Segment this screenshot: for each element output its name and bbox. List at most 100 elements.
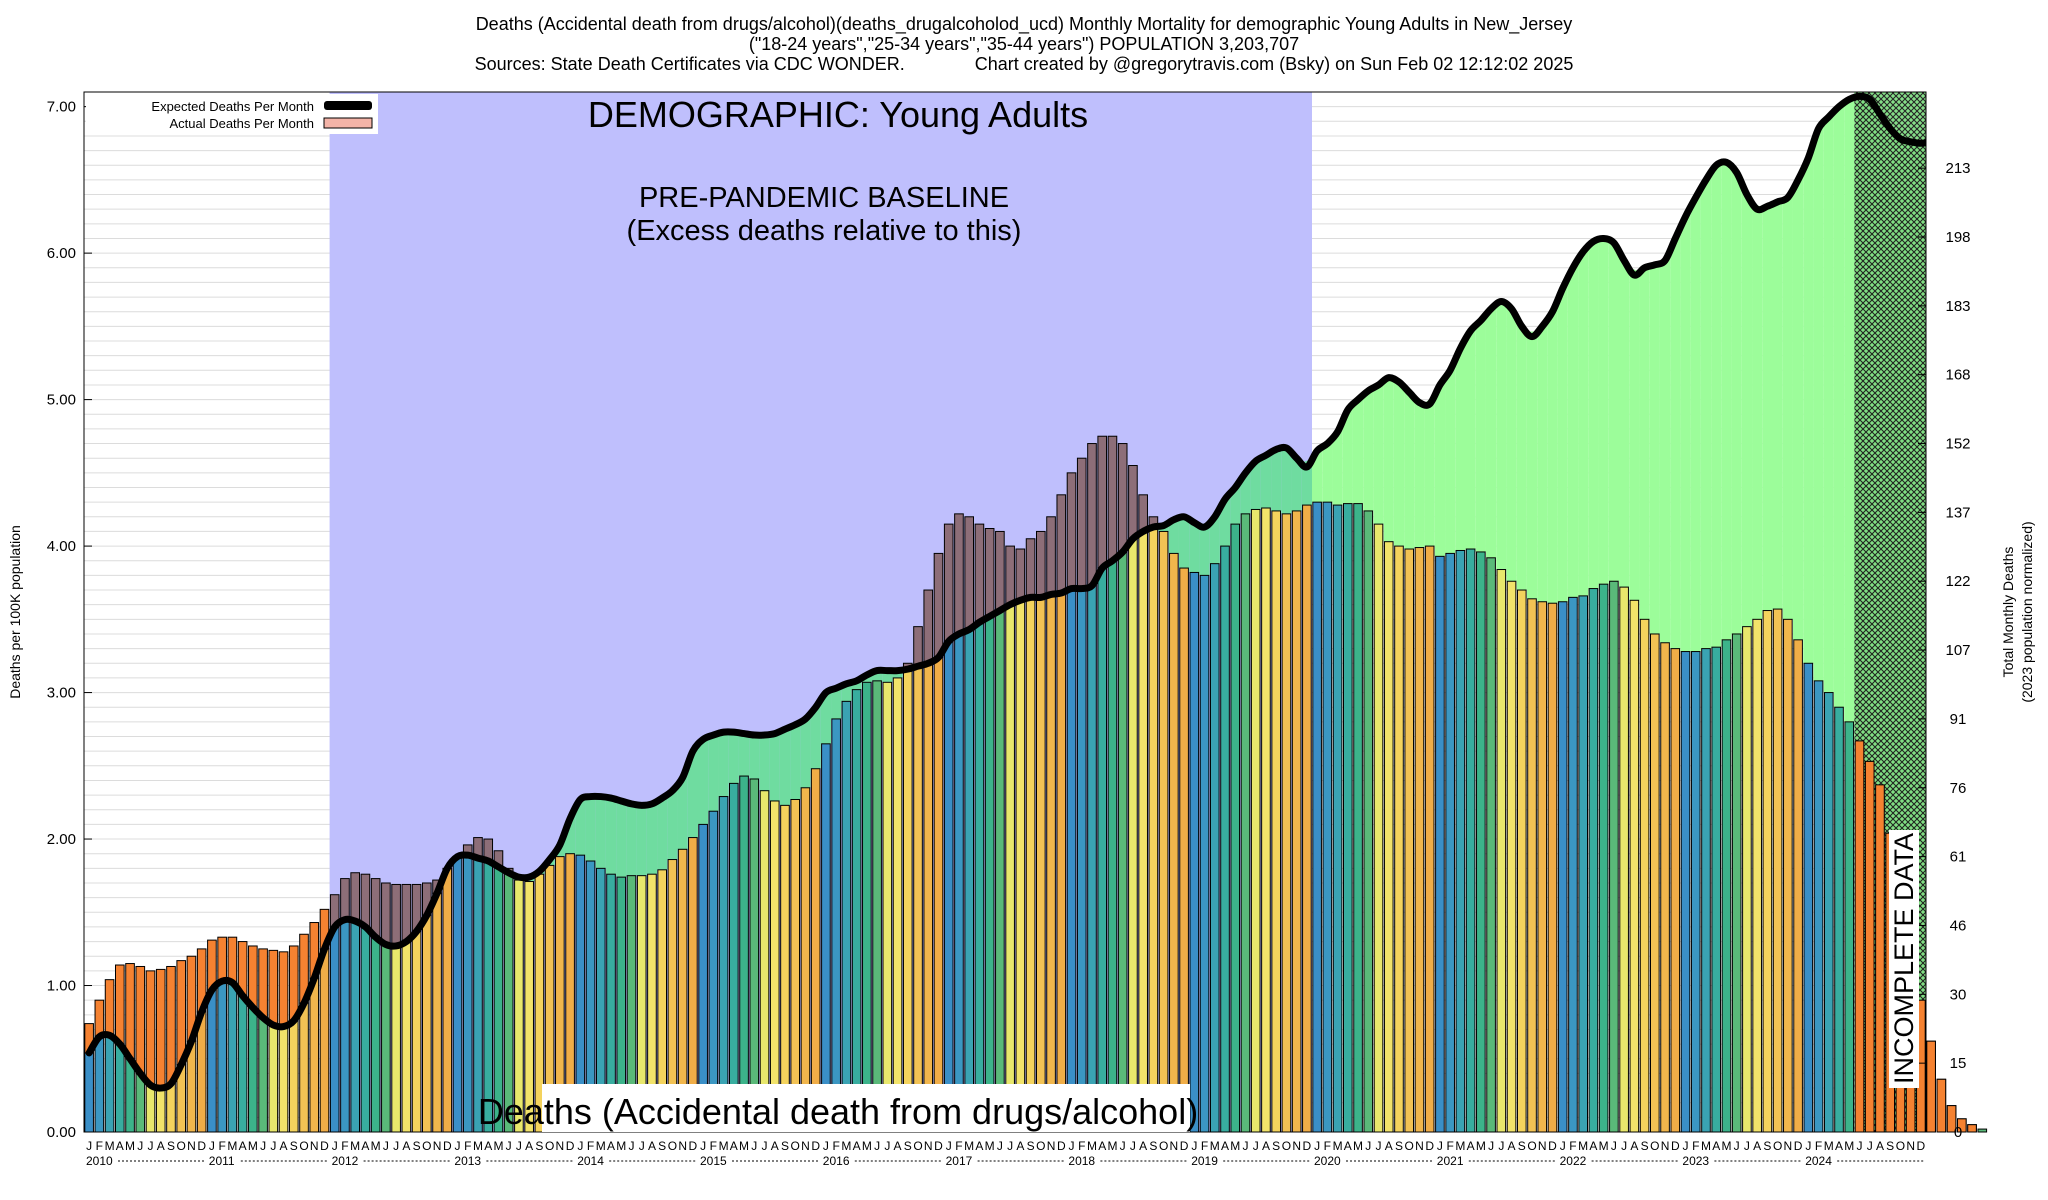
- actual-bar-excess: [943, 523, 954, 642]
- excess-area-segment: [1178, 518, 1190, 569]
- month-tick-label: S: [1395, 1139, 1403, 1153]
- excess-area-segment: [1833, 102, 1845, 708]
- actual-bar: [841, 700, 852, 1133]
- actual-bar: [892, 677, 903, 1133]
- excess-area-segment: [626, 802, 637, 876]
- year-label: 2012: [332, 1154, 359, 1168]
- bottom-label-box: [542, 1084, 1190, 1132]
- month-tick-label: S: [1886, 1139, 1894, 1153]
- year-label: 2013: [454, 1154, 481, 1168]
- actual-bar: [452, 856, 463, 1133]
- month-tick-label: A: [1385, 1139, 1393, 1153]
- month-tick-label: O: [1159, 1139, 1168, 1153]
- month-tick-label: J: [628, 1139, 634, 1153]
- actual-bar: [1598, 583, 1609, 1133]
- excess-area-segment: [1659, 249, 1671, 643]
- actual-bar: [810, 768, 821, 1133]
- month-tick-label: N: [678, 1139, 687, 1153]
- month-tick-label: M: [1824, 1139, 1834, 1153]
- actual-bar-excess: [1036, 530, 1046, 598]
- actual-bar-excess: [155, 968, 166, 1089]
- baseline-region: [329, 92, 1313, 1132]
- month-tick-label: J: [1242, 1139, 1248, 1153]
- excess-area-segment: [1199, 521, 1210, 576]
- month-tick-label: J: [1560, 1139, 1566, 1153]
- actual-bar: [1076, 588, 1087, 1133]
- actual-bar: [1261, 507, 1271, 1133]
- y-tick-label: 1.00: [47, 978, 76, 995]
- chart-title-line-3: Sources: State Death Certificates via CD…: [474, 54, 1574, 74]
- actual-bar-excess: [995, 530, 1005, 612]
- y-tick-label: 2.00: [47, 831, 76, 848]
- actual-bar-excess: [391, 883, 401, 947]
- month-tick-label: J: [1376, 1139, 1382, 1153]
- month-tick-label: F: [587, 1139, 594, 1153]
- month-tick-label: M: [1107, 1139, 1117, 1153]
- excess-area-segment: [1485, 305, 1497, 558]
- actual-bar: [381, 944, 391, 1133]
- actual-bar: [974, 621, 985, 1133]
- excess-area-segment: [738, 732, 750, 777]
- month-tick-label: S: [658, 1139, 666, 1153]
- month-tick-label: J: [393, 1139, 399, 1153]
- actual-bar: [391, 945, 401, 1133]
- month-tick-label: J: [762, 1139, 768, 1153]
- actual-bar: [1609, 580, 1619, 1133]
- actual-bar-excess: [125, 963, 135, 1060]
- month-tick-label: A: [116, 1139, 124, 1153]
- actual-bar: [1731, 633, 1742, 1133]
- month-tick-label: F: [1569, 1139, 1576, 1153]
- actual-bar-excess: [340, 878, 350, 921]
- y-tick-label: 0.00: [47, 1124, 76, 1141]
- year-label: 2019: [1191, 1154, 1218, 1168]
- month-tick-label: J: [1191, 1139, 1197, 1153]
- actual-bar: [984, 615, 995, 1133]
- month-tick-label: A: [280, 1139, 288, 1153]
- actual-bar: [759, 790, 770, 1133]
- month-tick-label: O: [1282, 1139, 1291, 1153]
- month-tick-label: M: [739, 1139, 749, 1153]
- month-tick-label: D: [197, 1139, 206, 1153]
- month-tick-label: J: [332, 1139, 338, 1153]
- excess-area-segment: [1578, 246, 1589, 596]
- incomplete-data-box: [1889, 830, 1919, 1088]
- actual-bar: [227, 982, 238, 1133]
- month-tick-label: S: [781, 1139, 789, 1153]
- month-tick-label: J: [148, 1139, 154, 1153]
- month-tick-label: N: [310, 1139, 319, 1153]
- excess-area-segment: [769, 731, 780, 801]
- month-tick-label: M: [1455, 1139, 1465, 1153]
- excess-area-segment: [575, 798, 586, 856]
- actual-bar-excess: [94, 999, 105, 1038]
- month-tick-label: J: [1734, 1139, 1740, 1153]
- actual-bar: [902, 668, 913, 1133]
- baseline-label-line-1: PRE-PANDEMIC BASELINE: [639, 182, 1009, 214]
- month-tick-label: J: [1611, 1139, 1617, 1153]
- actual-bar-excess: [964, 516, 974, 631]
- excess-area-segment: [1516, 317, 1527, 591]
- month-tick-label: J: [823, 1139, 829, 1153]
- month-tick-label: J: [1120, 1139, 1126, 1153]
- incomplete-bar: [1875, 784, 1885, 1133]
- actual-bar: [780, 804, 790, 1133]
- excess-area-segment: [1260, 452, 1272, 508]
- month-tick-label: S: [290, 1139, 298, 1153]
- actual-bar: [1343, 503, 1353, 1133]
- actual-bar: [749, 778, 760, 1133]
- month-tick-label: M: [371, 1139, 381, 1153]
- actual-bar: [1066, 588, 1077, 1133]
- incomplete-data-annotation: INCOMPLETE DATA: [1889, 830, 1919, 1088]
- actual-bar-excess: [258, 948, 268, 1019]
- excess-area-segment: [1813, 122, 1824, 681]
- month-tick-label: M: [1333, 1139, 1343, 1153]
- month-tick-label: S: [1763, 1139, 1771, 1153]
- month-tick-label: M: [841, 1139, 851, 1153]
- actual-bar: [1455, 549, 1466, 1133]
- month-tick-label: F: [218, 1139, 225, 1153]
- actual-bar: [1496, 569, 1507, 1133]
- actual-bar: [1588, 588, 1599, 1133]
- actual-bar: [145, 1084, 156, 1133]
- excess-area-segment: [1803, 143, 1814, 664]
- month-tick-label: N: [556, 1139, 565, 1153]
- month-tick-label: S: [1272, 1139, 1280, 1153]
